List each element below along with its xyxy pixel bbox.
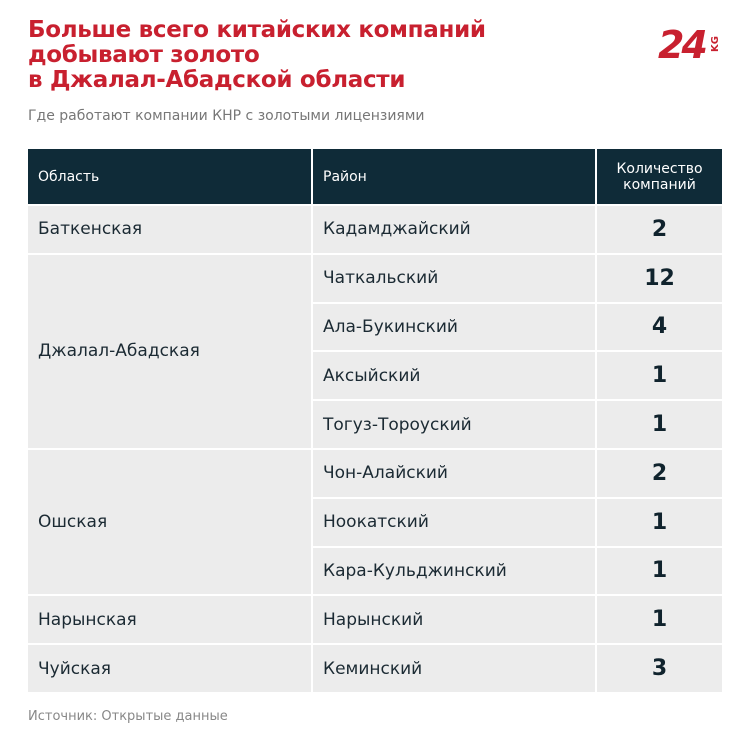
district-cell: Ала-Букинский (311, 301, 596, 352)
region-cell: Чуйская (28, 643, 312, 692)
title-line: добывают золото (28, 42, 260, 68)
table: Область Район Количество компаний Баткен… (28, 149, 722, 692)
header-row: Область Район Количество компаний (28, 149, 722, 205)
count-cell: 2 (595, 447, 722, 498)
district-cell: Чон-Алайский (311, 447, 596, 498)
region-cell: Ошская (28, 447, 312, 596)
title: Больше всего китайских компаний добывают … (28, 18, 486, 93)
title-line: Больше всего китайских компаний (28, 17, 486, 43)
row: Аксыйский 1 (28, 350, 722, 401)
row: Тогуз-Тороуский 1 (28, 399, 722, 449)
count-cell: 4 (595, 301, 722, 352)
district-cell: Кара-Кульджинский (311, 545, 596, 596)
row: Джалал-Абадская Чаткальский 12 (28, 252, 722, 449)
row: Ноокатский 1 (28, 496, 722, 547)
title-line: в Джалал-Абадской области (28, 67, 406, 93)
count-cell: 12 (595, 252, 722, 303)
region-cell: Баткенская (28, 204, 312, 254)
row: Кара-Кульджинский 1 (28, 545, 722, 596)
count-cell: 3 (595, 643, 722, 692)
subtitle: Где работают компании КНР с золотыми лиц… (28, 108, 425, 124)
district-cell: Ноокатский (311, 496, 596, 547)
row: Чуйская Кеминский 3 (28, 643, 722, 692)
logo-sub: KG (710, 36, 721, 52)
district-cell: Аксыйский (311, 350, 596, 401)
district-cell: Кадамджайский (311, 204, 596, 254)
count-cell: 1 (595, 350, 722, 401)
count-cell: 1 (595, 496, 722, 547)
count-cell: 2 (595, 204, 722, 254)
count-cell: 1 (595, 594, 722, 645)
row: Нарынская Нарынский 1 (28, 594, 722, 645)
row: Баткенская Кадамджайский 2 (28, 204, 722, 254)
row: Ошская Чон-Алайский 2 (28, 447, 722, 596)
row: Ала-Букинский 4 (28, 301, 722, 352)
header-cell: Количество компаний (595, 149, 722, 205)
header-cell: Область (28, 149, 312, 205)
source: Источник: Открытые данные (28, 709, 228, 724)
district-cell: Кеминский (311, 643, 596, 692)
district-cell: Чаткальский (311, 252, 596, 303)
count-cell: 1 (595, 399, 722, 449)
count-cell: 1 (595, 545, 722, 596)
logo: 24 KG (658, 24, 722, 68)
region-cell: Нарынская (28, 594, 312, 645)
logo-main: 24 (658, 23, 708, 67)
header-cell: Район (311, 149, 596, 205)
region-cell: Джалал-Абадская (28, 252, 312, 449)
district-cell: Нарынский (311, 594, 596, 645)
district-cell: Тогуз-Тороуский (311, 399, 596, 449)
